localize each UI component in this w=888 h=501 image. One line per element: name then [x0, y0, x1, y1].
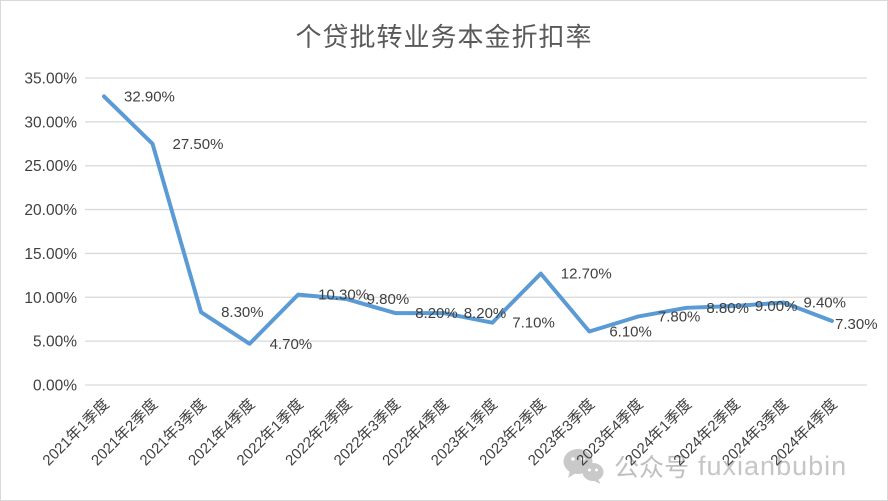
y-tick-label: 10.00%	[24, 290, 77, 307]
y-tick-label: 5.00%	[33, 334, 77, 351]
data-point-label: 8.20%	[464, 305, 507, 322]
y-tick-label: 35.00%	[24, 71, 77, 88]
data-point-label: 6.10%	[609, 323, 652, 340]
y-tick-label: 20.00%	[24, 202, 77, 219]
series-line	[102, 94, 834, 346]
data-point-label: 9.40%	[803, 295, 846, 312]
data-point-label: 4.70%	[270, 336, 313, 353]
watermark: 公众号 fuxianbubin	[561, 447, 847, 485]
data-point-label: 7.30%	[835, 316, 878, 333]
y-tick-label: 25.00%	[24, 158, 77, 175]
y-tick-label: 0.00%	[33, 378, 77, 395]
data-point-label: 10.30%	[318, 287, 369, 304]
data-point-label: 9.80%	[367, 291, 410, 308]
watermark-handle-label: fuxianbubin	[698, 450, 848, 481]
y-axis-labels-group: 0.00% 5.00% 10.00% 15.00% 20.00% 25.00% 30.00%…	[24, 71, 77, 395]
gridlines-group	[85, 77, 867, 386]
data-labels-group: 32.90% 27.50% 8.30% 4.70% 10.30%9.80% 8.20% 8.…	[124, 88, 878, 352]
data-point-label: 8.20%	[415, 305, 458, 322]
data-point-label: 7.10%	[512, 315, 555, 332]
data-point-label: 7.80%	[658, 309, 701, 326]
data-point-label: 12.70%	[561, 266, 612, 283]
y-tick-label: 30.00%	[24, 114, 77, 131]
data-point-label: 8.80%	[706, 300, 749, 317]
wechat-icon	[561, 447, 605, 485]
x-axis-labels-group: 2021年1季度2021年2季度2021年3季度2021年4季度2022年1季度…	[39, 396, 840, 469]
data-point-label: 8.30%	[221, 304, 264, 321]
data-point-label: 32.90%	[124, 88, 175, 105]
data-point-label: 27.50%	[173, 136, 224, 153]
watermark-badge-label: 公众号	[614, 454, 690, 482]
y-tick-label: 15.00%	[24, 246, 77, 263]
data-point-label: 9.00%	[755, 298, 798, 315]
